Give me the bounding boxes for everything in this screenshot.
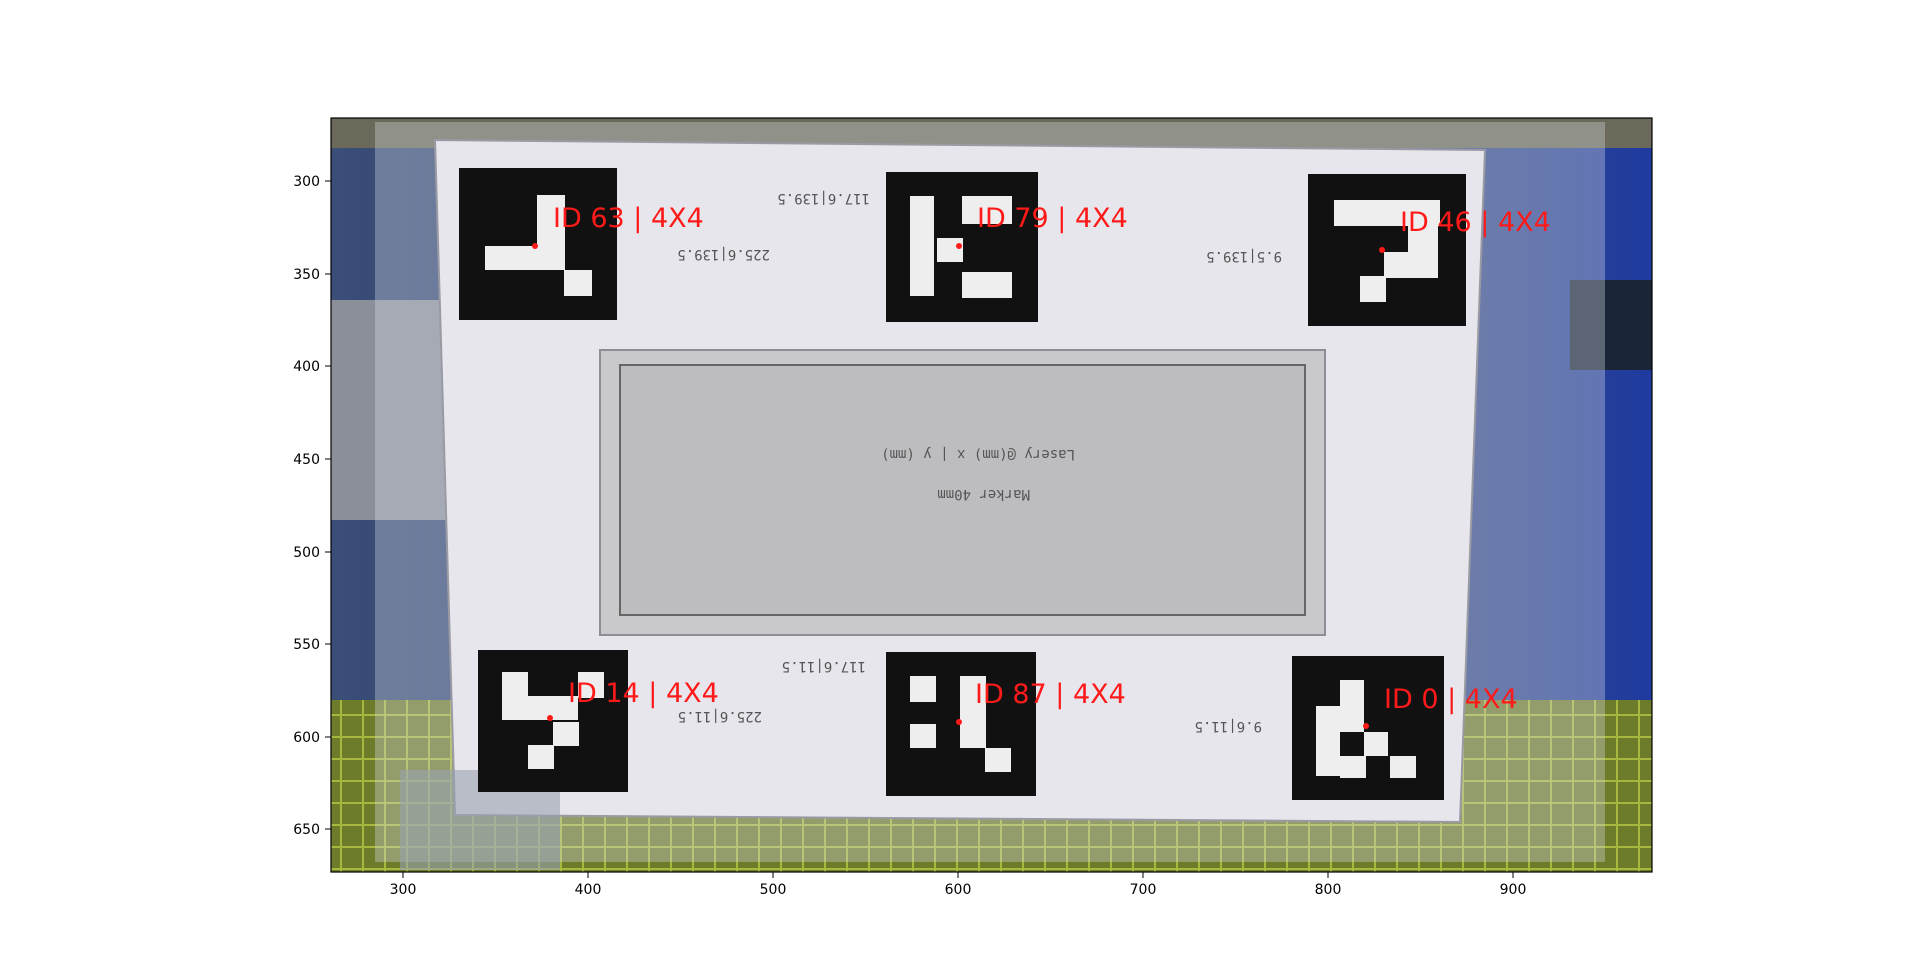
marker-dot-79	[956, 243, 962, 249]
marker-dot-63	[532, 243, 538, 249]
aruco-marker-63	[459, 168, 617, 320]
y-tick-label: 350	[293, 267, 320, 283]
marker-dot-46	[1379, 247, 1385, 253]
x-tick-label: 600	[945, 882, 972, 898]
marker-label-46: ID 46 | 4X4	[1400, 207, 1551, 238]
marker-label-63: ID 63 | 4X4	[553, 203, 704, 234]
aruco-marker-0	[1292, 656, 1444, 800]
marker-dot-14	[547, 715, 553, 721]
mirror-text-bottom-right: 9.6|11.5	[1195, 718, 1262, 734]
aruco-marker-87	[886, 652, 1036, 796]
marker-labels: ID 63 | 4X4 ID 79 | 4X4 ID 46 | 4X4 ID 1…	[553, 203, 1551, 715]
x-tick-label: 700	[1130, 882, 1157, 898]
mirror-text-center-a: Lasery @(mm) x | y (mm)	[881, 446, 1075, 462]
y-tick-label: 500	[293, 545, 320, 561]
marker-dot-0	[1363, 723, 1369, 729]
y-axis: 300 350 400 450 500 550 600 650	[293, 174, 331, 838]
mirror-text-top-left-a: 117.6|139.5	[777, 190, 870, 206]
y-tick-label: 450	[293, 452, 320, 468]
x-tick-label: 400	[575, 882, 602, 898]
y-tick-label: 400	[293, 359, 320, 375]
y-tick-label: 600	[293, 730, 320, 746]
aruco-marker-46	[1308, 174, 1466, 326]
marker-label-79: ID 79 | 4X4	[977, 203, 1128, 234]
marker-label-14: ID 14 | 4X4	[568, 678, 719, 709]
marker-dot-87	[956, 719, 962, 725]
marker-label-87: ID 87 | 4X4	[975, 679, 1126, 710]
marker-label-0: ID 0 | 4X4	[1384, 684, 1518, 715]
x-axis: 300 400 500 600 700 800 900	[390, 872, 1527, 898]
mirrored-board-text: 117.6|139.5 225.6|139.5 9.5|139.5 Lasery…	[677, 190, 1282, 734]
y-tick-label: 300	[293, 174, 320, 190]
mirror-text-bottom-left-a: 117.6|11.5	[782, 658, 866, 674]
y-tick-label: 650	[293, 822, 320, 838]
x-tick-label: 500	[760, 882, 787, 898]
aruco-marker-14	[478, 650, 628, 792]
plot-frame	[330, 117, 1653, 873]
x-tick-label: 300	[390, 882, 417, 898]
marker-center-dots	[532, 243, 1385, 729]
mirror-text-bottom-left-b: 225.6|11.5	[678, 708, 762, 724]
aruco-marker-79	[886, 172, 1038, 322]
mirror-text-top-right: 9.5|139.5	[1206, 248, 1282, 264]
x-tick-label: 900	[1500, 882, 1527, 898]
mirror-text-center-b: Marker 40mm	[937, 486, 1030, 502]
y-tick-label: 550	[293, 637, 320, 653]
mirror-text-top-left-b: 225.6|139.5	[677, 246, 770, 262]
x-tick-label: 800	[1315, 882, 1342, 898]
